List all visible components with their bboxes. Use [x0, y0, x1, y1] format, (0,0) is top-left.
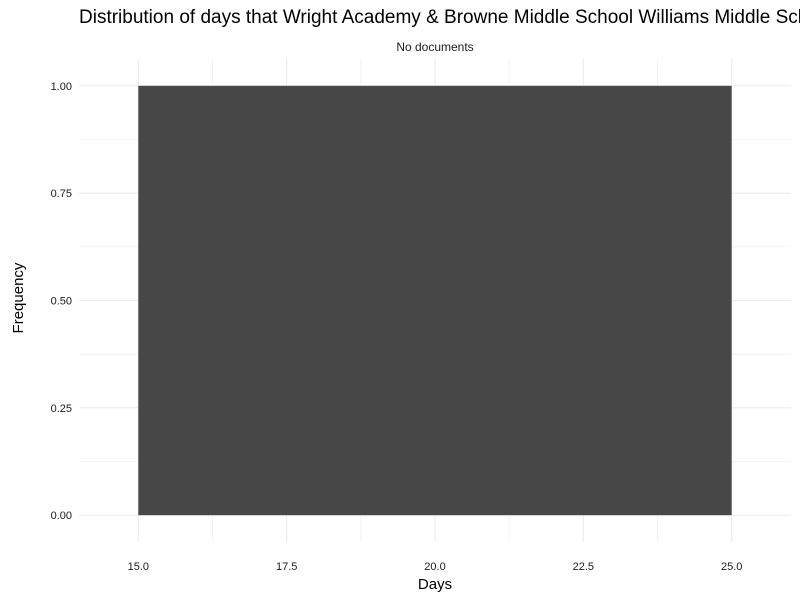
y-tick-label: 0.50	[51, 296, 72, 308]
x-tick-label: 17.5	[276, 561, 297, 573]
x-axis-ticks: 15.0 17.5 20.0 22.5 25.0	[128, 561, 743, 573]
y-tick-label: 0.75	[51, 188, 72, 200]
y-tick-label: 0.25	[51, 403, 72, 415]
y-tick-label: 1.00	[51, 81, 72, 93]
histogram-bar	[138, 85, 732, 516]
chart-subtitle: No documents	[396, 40, 473, 54]
x-tick-label: 22.5	[573, 561, 594, 573]
y-axis-title: Frequency	[10, 262, 27, 333]
x-tick-label: 20.0	[424, 561, 445, 573]
x-axis-title: Days	[418, 576, 452, 593]
x-tick-label: 25.0	[721, 561, 742, 573]
histogram-bars	[138, 85, 732, 516]
x-tick-label: 15.0	[128, 561, 149, 573]
y-tick-label: 0.00	[51, 510, 72, 522]
y-axis-ticks: 0.00 0.25 0.50 0.75 1.00	[51, 81, 72, 522]
chart-title: Distribution of days that Wright Academy…	[79, 7, 800, 28]
